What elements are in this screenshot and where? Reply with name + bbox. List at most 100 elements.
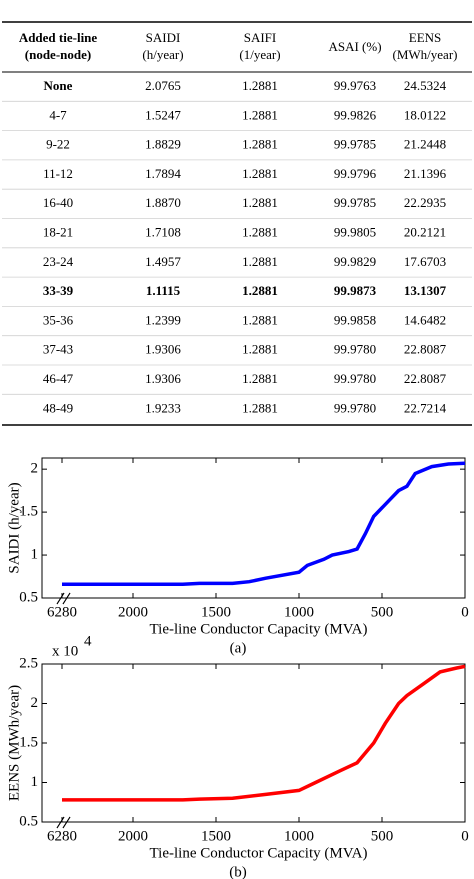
multiplier: x 10: [52, 643, 78, 659]
x-tick-label: 1500: [201, 828, 231, 844]
y-tick-label: 1.5: [19, 734, 38, 750]
table-cell: 4-7: [49, 107, 67, 122]
caption: (b): [229, 864, 247, 879]
table-cell: 23-24: [43, 254, 74, 269]
table-cell: 22.8087: [404, 371, 447, 386]
table-cell: 46-47: [43, 371, 74, 386]
y-tick-label: 0.5: [19, 589, 38, 605]
y-axis-label: SAIDI (h/year): [6, 482, 22, 573]
table-header: SAIDI: [146, 30, 181, 45]
table-cell: 99.9829: [334, 254, 376, 269]
table-cell: 99.9763: [334, 78, 376, 93]
x-tick-label: 1000: [284, 604, 314, 620]
axis-break: [56, 592, 65, 605]
table-cell: 1.7108: [145, 224, 181, 239]
table-header: (MWh/year): [393, 47, 458, 62]
y-tick-label: 2: [31, 461, 39, 477]
table-cell: 99.9858: [334, 312, 376, 327]
table-cell: 1.9306: [145, 342, 181, 357]
x-tick-label: 0: [461, 828, 469, 844]
caption: (a): [230, 640, 247, 656]
axis-break: [62, 816, 71, 829]
x-tick-label: 1000: [284, 828, 314, 844]
table-cell: 2.0765: [145, 78, 181, 93]
table-cell: 16-40: [43, 195, 73, 210]
table-cell: 18.0122: [404, 107, 446, 122]
plot-frame: [41, 457, 466, 599]
table-cell: 18-21: [43, 224, 73, 239]
table-cell: 11-12: [43, 166, 73, 181]
table-cell: 35-36: [43, 312, 74, 327]
table-cell: 99.9780: [334, 371, 376, 386]
table-cell: 1.4957: [145, 254, 181, 269]
table-cell: 22.7214: [404, 400, 447, 415]
table-cell: 1.5247: [145, 107, 181, 122]
x-tick-label: 6280: [47, 604, 77, 620]
table-cell: 1.7894: [145, 166, 181, 181]
table-cell: None: [44, 78, 73, 93]
table-header: (h/year): [142, 47, 183, 62]
table-header: ASAI (%): [328, 39, 381, 54]
table-cell: 20.2121: [404, 224, 446, 239]
x-tick-label: 1500: [201, 604, 231, 620]
table-cell: 1.8870: [145, 195, 181, 210]
table-cell: 99.9780: [334, 400, 376, 415]
y-axis-label: EENS (MWh/year): [6, 685, 22, 801]
table-cell: 21.1396: [404, 166, 447, 181]
table-cell: 22.2935: [404, 195, 446, 210]
table-cell: 1.2881: [242, 400, 278, 415]
table-cell: 99.9805: [334, 224, 376, 239]
table-cell: 1.2881: [242, 342, 278, 357]
multiplier-exponent: 4: [84, 633, 92, 649]
axis-break: [62, 592, 71, 605]
x-tick-label: 500: [371, 828, 394, 844]
table-cell: 37-43: [43, 342, 73, 357]
table-cell: 17.6703: [404, 254, 446, 269]
x-tick-label: 0: [461, 604, 469, 620]
table-cell: 13.1307: [404, 283, 447, 298]
y-tick-label: 1.5: [19, 504, 38, 520]
table-cell: 22.8087: [404, 342, 447, 357]
axis-break: [56, 816, 65, 829]
table-cell: 48-49: [43, 400, 73, 415]
x-tick-label: 6280: [47, 828, 77, 844]
table-cell: 1.2881: [242, 107, 278, 122]
table-cell: 1.2881: [242, 78, 278, 93]
table-cell: 1.2881: [242, 224, 278, 239]
y-tick-label: 1: [31, 774, 39, 790]
y-tick-label: 1: [31, 546, 39, 562]
table-cell: 1.2881: [242, 283, 278, 298]
table-cell: 99.9785: [334, 195, 376, 210]
x-tick-label: 2000: [118, 604, 148, 620]
table-header: (1/year): [239, 47, 280, 62]
table-cell: 14.6482: [404, 312, 446, 327]
table-cell: 1.8829: [145, 137, 181, 152]
table-cell: 1.2399: [145, 312, 181, 327]
table-cell: 1.2881: [242, 312, 278, 327]
x-axis-label: Tie-line Conductor Capacity (MVA): [150, 845, 368, 861]
table-cell: 1.2881: [242, 371, 278, 386]
table-header: EENS: [409, 30, 442, 45]
x-tick-label: 500: [371, 604, 394, 620]
table-cell: 1.9233: [145, 400, 181, 415]
table-cell: 1.2881: [242, 195, 278, 210]
table-cell: 99.9785: [334, 137, 376, 152]
y-tick-label: 2: [31, 695, 39, 711]
table-header: SAIFI: [244, 30, 277, 45]
table-cell: 33-39: [43, 283, 74, 298]
table-cell: 24.5324: [404, 78, 447, 93]
table-header: Added tie-line: [19, 30, 98, 45]
table-cell: 99.9796: [334, 166, 377, 181]
table-cell: 1.9306: [145, 371, 181, 386]
table-cell: 1.2881: [242, 254, 278, 269]
x-axis-label: Tie-line Conductor Capacity (MVA): [150, 621, 368, 637]
y-tick-label: 2.5: [19, 655, 38, 671]
y-tick-label: 0.5: [19, 813, 38, 829]
table-cell: 9-22: [46, 137, 70, 152]
table-header: (node-node): [25, 47, 91, 62]
table-cell: 99.9780: [334, 342, 376, 357]
table-cell: 1.2881: [242, 166, 278, 181]
table-cell: 21.2448: [404, 137, 446, 152]
table-cell: 99.9873: [334, 283, 377, 298]
